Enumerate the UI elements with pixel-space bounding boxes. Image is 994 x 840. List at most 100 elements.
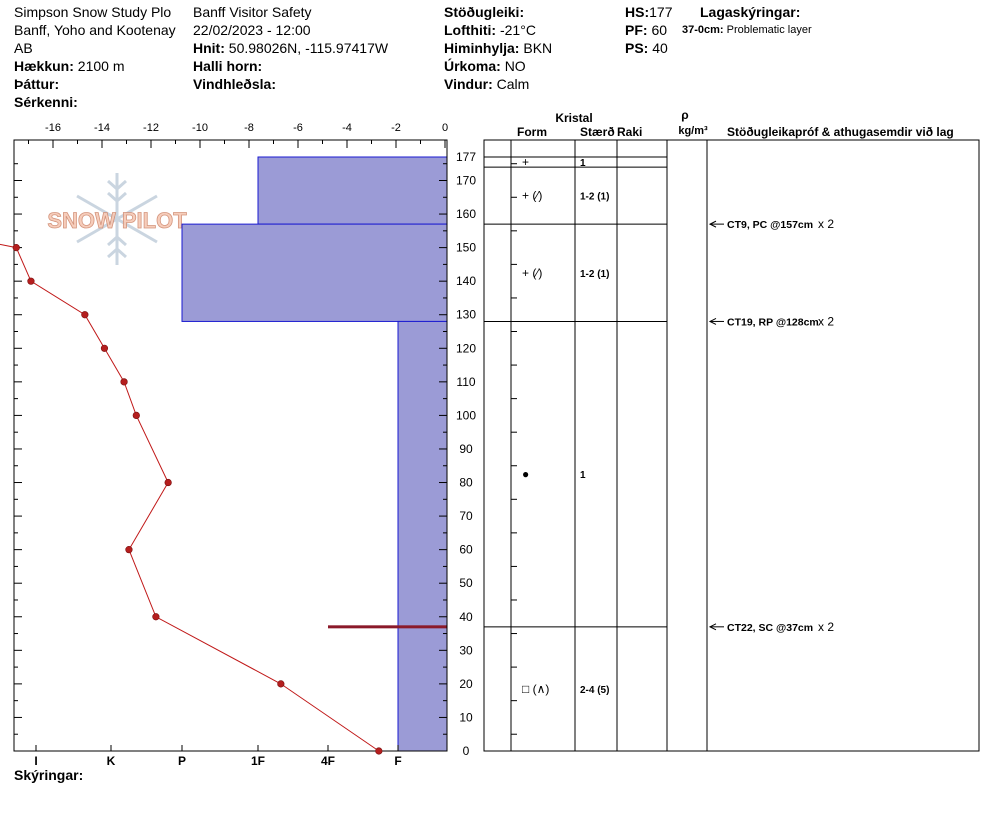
height-tick-label: 170 — [456, 173, 476, 187]
coords-label: Hnit: — [193, 40, 225, 56]
temperature-tick-label: -10 — [192, 122, 208, 134]
sky-value: BKN — [523, 40, 553, 56]
header-col5: Lagaskýringar: 37-0cm: Problematic layer — [682, 3, 812, 39]
aspect-label: Þáttur: — [14, 76, 60, 92]
temperature-tick-label: -6 — [293, 122, 303, 134]
notes-label: Skýringar: — [14, 767, 84, 783]
height-tick-label: 90 — [459, 442, 473, 456]
hardness-tick-label: 1F — [251, 754, 265, 768]
observer: Banff Visitor Safety — [193, 4, 312, 20]
layer-form: + — [522, 155, 529, 169]
form-header: Form — [517, 125, 547, 139]
temperature-point — [164, 478, 172, 487]
temperature-point — [81, 311, 89, 319]
test-arrow-head — [708, 317, 717, 325]
hs-label: HS: — [625, 4, 650, 20]
layer-form: □ (∧) — [522, 682, 549, 696]
temperature-point — [132, 411, 140, 420]
elevation-label: Hækkun: — [14, 58, 74, 74]
height-tick-label: 30 — [459, 643, 473, 657]
temperature-point — [120, 378, 128, 386]
height-tick-label: 40 — [459, 610, 473, 624]
hs-value: 177 — [649, 4, 673, 20]
coords-value: 50.98026N, -115.97417W — [228, 40, 389, 56]
layer-table-frame — [483, 139, 980, 752]
height-tick-label: 80 — [459, 476, 473, 490]
height-tick-label: 60 — [459, 543, 473, 557]
observation-date: 22/02/2023 - 12:00 — [193, 22, 311, 38]
layer-size: 2-4 (5) — [580, 685, 609, 696]
header-col3: Stöðugleiki: Lofthiti: -21°C Himinhylja:… — [444, 3, 552, 93]
wind-label: Vindur: — [444, 76, 493, 92]
pf-value: 60 — [651, 22, 668, 38]
height-tick-label: 160 — [456, 207, 476, 221]
height-tick-label: 0 — [463, 744, 470, 758]
slope-label: Halli horn: — [193, 58, 263, 74]
layer-size: 1 — [580, 470, 586, 481]
height-tick-label: 150 — [456, 241, 476, 255]
layer-form: ● — [522, 467, 529, 481]
temperature-tick-label: -16 — [45, 122, 61, 134]
windload-label: Vindhleðsla: — [193, 76, 276, 92]
temperature-tick-label: 0 — [442, 122, 448, 134]
profile-frame — [13, 139, 448, 752]
problematic-layer-line — [328, 625, 447, 629]
temperature-point — [12, 244, 20, 252]
height-tick-label: 177 — [456, 150, 476, 164]
test-multiplier: x 2 — [818, 217, 834, 231]
location-region: Banff, Yoho and Kootenay — [14, 22, 176, 38]
size-header: Stærð — [580, 125, 615, 139]
temperature-tick-label: -12 — [143, 122, 159, 134]
ps-value: 40 — [652, 40, 668, 56]
test-multiplier: x 2 — [818, 620, 834, 634]
sky-label: Himinhylja: — [444, 40, 520, 56]
test-multiplier: x 2 — [818, 314, 834, 328]
snowpilot-logo — [76, 173, 158, 265]
test-arrow-head — [708, 220, 717, 228]
height-tick-label: 50 — [459, 576, 473, 590]
temperature-tick-label: -14 — [94, 122, 110, 134]
test-arrow-head — [708, 623, 717, 631]
temperature-point — [375, 747, 383, 755]
precip-label: Úrkoma: — [444, 58, 501, 74]
height-tick-label: 140 — [456, 274, 476, 288]
wetness-header: Raki — [617, 125, 642, 139]
tests-header: Stöðugleikapróf & athugasemdir við lag — [727, 125, 954, 139]
hardness-bar — [257, 156, 448, 225]
height-tick-label: 100 — [456, 408, 476, 422]
pf-label: PF: — [625, 22, 648, 38]
temperature-point — [125, 546, 133, 554]
hardness-tick-label: 4F — [321, 754, 335, 768]
height-tick-label: 130 — [456, 308, 476, 322]
height-tick-label: 70 — [459, 509, 473, 523]
height-tick-label: 120 — [456, 341, 476, 355]
stability-label: Stöðugleiki: — [444, 4, 525, 20]
ps-label: PS: — [625, 40, 649, 56]
airtemp-label: Lofthiti: — [444, 22, 497, 38]
temperature-point — [152, 613, 160, 621]
temperature-point — [277, 680, 285, 688]
elevation-value: 2100 m — [77, 58, 125, 74]
hardness-bar — [181, 223, 448, 322]
hardness-tick-label: P — [178, 754, 186, 768]
layer-form: + (⁄) — [522, 266, 542, 280]
header-col1: Simpson Snow Study Plo Banff, Yoho and K… — [14, 3, 176, 111]
test-label: CT22, SC @37cm — [727, 622, 813, 634]
feature-label: Sérkenni: — [14, 94, 78, 110]
header-col4: HS:177 PF: 60 PS: 40 — [625, 3, 672, 57]
crystal-header: Kristal — [555, 111, 592, 125]
precip-value: NO — [504, 58, 526, 74]
height-tick-label: 20 — [459, 677, 473, 691]
hardness-tick-label: K — [107, 754, 116, 768]
hardness-bar — [397, 320, 448, 752]
snowpilot-logo-text: SNOW PILOT — [47, 208, 187, 233]
test-label: CT19, RP @128cm — [727, 316, 819, 328]
problem-range: 37-0cm: — [682, 24, 724, 36]
layer-form: + (⁄) — [522, 189, 542, 203]
layer-size: 1-2 (1) — [580, 192, 609, 203]
location-province: AB — [14, 40, 33, 56]
height-tick-label: 110 — [456, 375, 475, 389]
test-label: CT9, PC @157cm — [727, 219, 813, 231]
temperature-tick-label: -8 — [244, 122, 254, 134]
layer-size: 1 — [580, 158, 586, 169]
